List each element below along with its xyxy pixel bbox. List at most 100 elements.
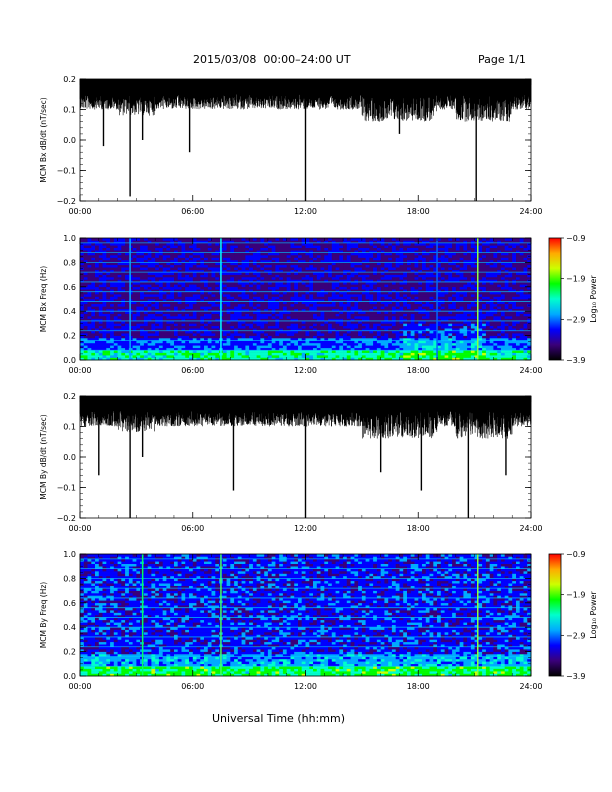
spectrogram-cell [200,316,205,319]
spectrogram-cell [83,247,88,251]
spectrogram-cell [222,357,227,361]
spectrogram-cell [174,284,179,288]
spectrogram-cell [361,350,366,353]
spectrogram-cell [241,308,246,312]
spectrogram-cell [264,291,269,295]
spectrogram-cell [170,340,175,344]
spectrogram-cell [83,262,88,266]
spectrogram-cell [361,299,366,302]
spectrogram-cell [200,352,205,356]
spectrogram-cell [290,262,295,266]
spectrogram-cell [207,321,212,324]
spectrogram-cell [279,269,284,273]
spectrogram-cell [335,301,340,305]
spectrogram-cell [369,330,374,334]
spectrogram-cell [260,342,265,346]
spectrogram-cell [320,269,325,273]
spectrogram-cell [328,294,333,297]
spectrogram-cell [132,277,137,280]
spectrogram-cell [177,347,182,351]
spectrogram-cell [162,269,167,273]
spectrogram-cell [437,269,442,273]
spectrogram-cell [147,330,152,334]
spectrogram-cell [395,291,400,295]
spectrogram-cell [155,260,160,263]
spectrogram-cell [331,255,336,258]
spectrogram-cell [324,257,329,261]
spectrogram-cell [305,274,310,278]
spectrogram-cell [166,250,171,253]
spectrogram-cell [425,252,430,256]
spectrogram-cell [376,318,381,322]
spectrogram-cell [429,347,434,351]
spectrogram-cell [249,357,254,361]
spectrogram-cell [361,311,366,314]
spectrogram-cell [309,340,314,344]
spectrogram-cell [354,264,359,268]
spectrogram-cell [313,330,318,334]
spectrogram-cell [410,240,415,244]
spectrogram-cell [177,335,182,339]
spectrogram-cell [151,240,156,244]
spectrogram-cell [207,262,212,266]
spectrogram-cell [95,255,100,258]
spectrogram-cell [237,316,242,319]
spectrogram-cell [414,242,419,246]
spectrogram-cell [358,345,363,349]
spectrogram-cell [87,286,92,290]
spectrogram-cell [380,260,385,263]
spectrogram-cell [215,291,220,295]
spectrogram-cell [346,262,351,266]
spectrogram-cell [155,240,160,244]
spectrogram-cell [324,311,329,314]
spectrogram-cell [328,340,333,344]
spectrogram-cell [343,242,348,246]
spectrogram-cell [80,350,85,353]
spectrogram-cell [207,281,212,285]
spectrogram-cell [425,255,430,258]
spectrogram-cell [301,267,306,270]
spectrogram-cell [294,289,299,292]
spectrogram-cell [301,296,306,300]
spectrogram-cell [324,318,329,322]
spectrogram-cell [249,267,254,270]
spectrogram-cell [125,325,130,329]
spectrogram-cell [346,345,351,349]
spectrogram-cell [422,347,427,351]
spectrogram-cell [128,340,133,344]
spectrogram-cell [166,330,171,334]
spectrogram-cell [267,284,272,288]
spectrogram-cell [380,301,385,305]
spectrogram-cell [158,352,163,356]
spectrogram-cell [87,328,92,331]
spectrogram-cell [380,328,385,331]
spectrogram-cell [106,321,111,324]
spectrogram-cell [376,289,381,292]
spectrogram-cell [294,291,299,295]
spectrogram-cell [245,328,250,331]
spectrogram-cell [410,294,415,297]
spectrogram-cell [136,245,141,248]
spectrogram-cell [204,286,209,290]
spectrogram-cell [211,311,216,314]
spectrogram-cell [185,272,190,275]
spectrogram-cell [185,330,190,334]
spectrogram-cell [143,311,148,314]
spectrogram-cell [380,325,385,329]
spectrogram-cell [373,333,378,336]
spectrogram-cell [151,325,156,329]
x-tick-label: 00:00 [68,207,91,216]
spectrogram-cell [260,313,265,317]
spectrogram-cell [335,340,340,344]
spectrogram-cell [361,308,366,312]
spectrogram-cell [185,250,190,253]
spectrogram-cell [339,274,344,278]
spectrogram-cell [429,296,434,300]
spectrogram-cell [437,333,442,336]
spectrogram-cell [166,272,171,275]
spectrogram-cell [410,323,415,327]
spectrogram-cell [192,296,197,300]
spectrogram-cell [91,306,96,309]
spectrogram-cell [316,303,321,307]
spectrogram-cell [309,325,314,329]
